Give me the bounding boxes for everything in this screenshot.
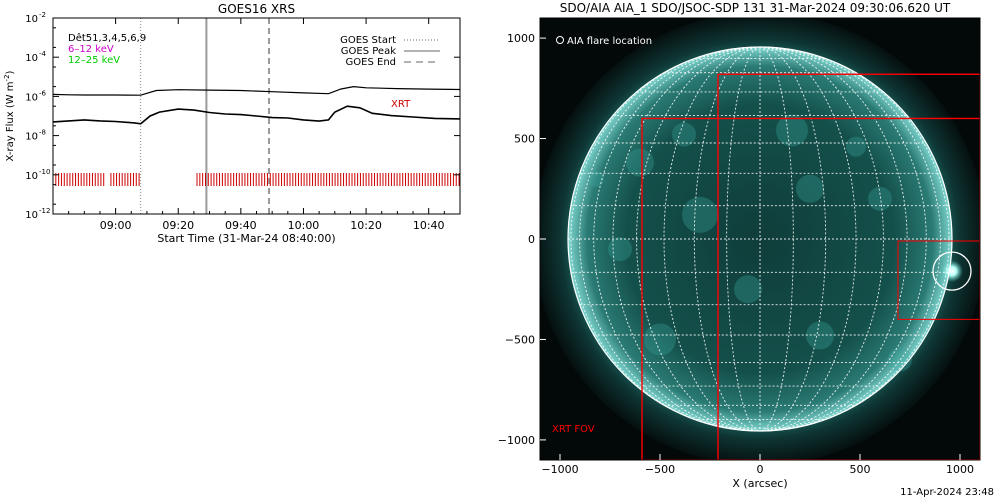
flare-glow xyxy=(941,260,963,283)
longitude-line xyxy=(593,46,761,432)
xrt-segment-0 xyxy=(52,173,105,186)
x-tick-label-0: 09:00 xyxy=(100,219,132,232)
chart-title: GOES16 XRS xyxy=(218,2,295,16)
longitude-line xyxy=(693,46,761,432)
x-tick-label-5: 10:40 xyxy=(413,219,445,232)
legend-right-label-1: GOES Peak xyxy=(341,46,396,57)
bright-region-10 xyxy=(734,275,762,304)
xrt-label: XRT xyxy=(391,99,411,110)
y-tick-label-3: 10 xyxy=(25,132,38,143)
y-tick-label-2: 10 xyxy=(25,92,38,103)
legend-left-1: 6–12 keV xyxy=(68,44,114,55)
y-tick-exp-2: -6 xyxy=(39,89,47,97)
goes-series-0 xyxy=(52,85,461,96)
y-tick-label-1: −500 xyxy=(505,333,535,346)
longitude-line xyxy=(579,46,761,432)
xrt-segment-2 xyxy=(196,173,460,186)
x-tick-label-4: 10:20 xyxy=(350,219,382,232)
xrt-fov-box-2 xyxy=(897,240,980,320)
bright-region-12 xyxy=(588,170,604,187)
y-tick-label-4: 1000 xyxy=(507,32,535,45)
x-axis-label: X (arcsec) xyxy=(732,477,787,490)
legend-left-0: Dêt51,3,4,5,6,9 xyxy=(68,32,146,44)
x-axis-label: Start Time (31-Mar-24 08:40:00) xyxy=(157,232,335,245)
x-tick-label-4: 1000 xyxy=(946,463,974,476)
y-tick-label-0: −1000 xyxy=(498,434,535,447)
longitude-line xyxy=(759,46,857,432)
flare-location-circle xyxy=(932,251,972,291)
x-tick-label-3: 500 xyxy=(850,463,871,476)
y-tick-exp-1: -4 xyxy=(39,50,47,58)
bright-region-6 xyxy=(796,174,824,203)
y-tick-label-5: 10 xyxy=(25,210,38,221)
x-tick-label-1: 09:20 xyxy=(162,219,194,232)
y-tick-label-1: 10 xyxy=(25,53,38,64)
goes-series-1 xyxy=(52,105,461,125)
bright-region-5 xyxy=(682,196,718,233)
y-tick-label-2: 0 xyxy=(528,233,535,246)
chart-title: SDO/AIA AIA_1 SDO/JSOC-SDP 131 31-Mar-20… xyxy=(560,1,951,15)
x-tick-label-2: 0 xyxy=(757,463,764,476)
longitude-line xyxy=(663,46,761,432)
legend-label: AIA flare location xyxy=(567,36,652,47)
longitude-line xyxy=(759,46,941,432)
x-tick-label-2: 09:40 xyxy=(225,219,257,232)
longitude-line xyxy=(759,46,827,432)
y-axis-label: X-ray Flux (W m-2) xyxy=(3,70,16,161)
legend-right-label-0: GOES Start xyxy=(340,35,396,46)
y-tick-label-4: 10 xyxy=(25,171,38,182)
legend-left-2: 12–25 keV xyxy=(68,55,120,66)
longitude-line xyxy=(759,46,927,432)
legend-marker xyxy=(556,36,564,44)
xrt-segment-1 xyxy=(110,173,140,186)
longitude-line xyxy=(726,46,761,432)
bright-region-4 xyxy=(608,237,632,262)
legend-right-label-2: GOES End xyxy=(346,57,396,68)
bright-region-9 xyxy=(868,186,892,211)
xrt-fov-label: XRT FOV xyxy=(552,424,595,435)
bright-region-3 xyxy=(846,136,866,157)
y-tick-exp-3: -8 xyxy=(39,129,46,137)
aia-image xyxy=(540,18,980,460)
y-tick-exp-4: -10 xyxy=(39,168,50,176)
bright-region-8 xyxy=(806,321,834,350)
longitude-line xyxy=(759,46,794,432)
goes-xrs-chart: GOES16 XRS 09:00 09:20 09:40 10:00 10:20 10:40… xyxy=(3,2,461,245)
footer-timestamp: 11-Apr-2024 23:48 xyxy=(900,487,994,498)
xrt-fov-box-1 xyxy=(717,73,980,460)
bright-region-0 xyxy=(626,148,654,177)
longitude-line xyxy=(759,46,908,432)
y-tick-exp-0: -2 xyxy=(39,11,46,19)
y-tick-label-0: 10 xyxy=(25,14,38,25)
x-tick-label-0: −1000 xyxy=(541,463,578,476)
y-tick-exp-5: -12 xyxy=(39,207,50,215)
solar-limb xyxy=(567,46,953,432)
x-tick-label-1: −500 xyxy=(645,463,675,476)
y-tick-label-3: 500 xyxy=(514,133,535,146)
x-tick-label-3: 10:00 xyxy=(288,219,320,232)
longitude-line xyxy=(612,46,761,432)
bright-region-2 xyxy=(776,114,808,147)
heliographic-grid xyxy=(568,46,952,432)
